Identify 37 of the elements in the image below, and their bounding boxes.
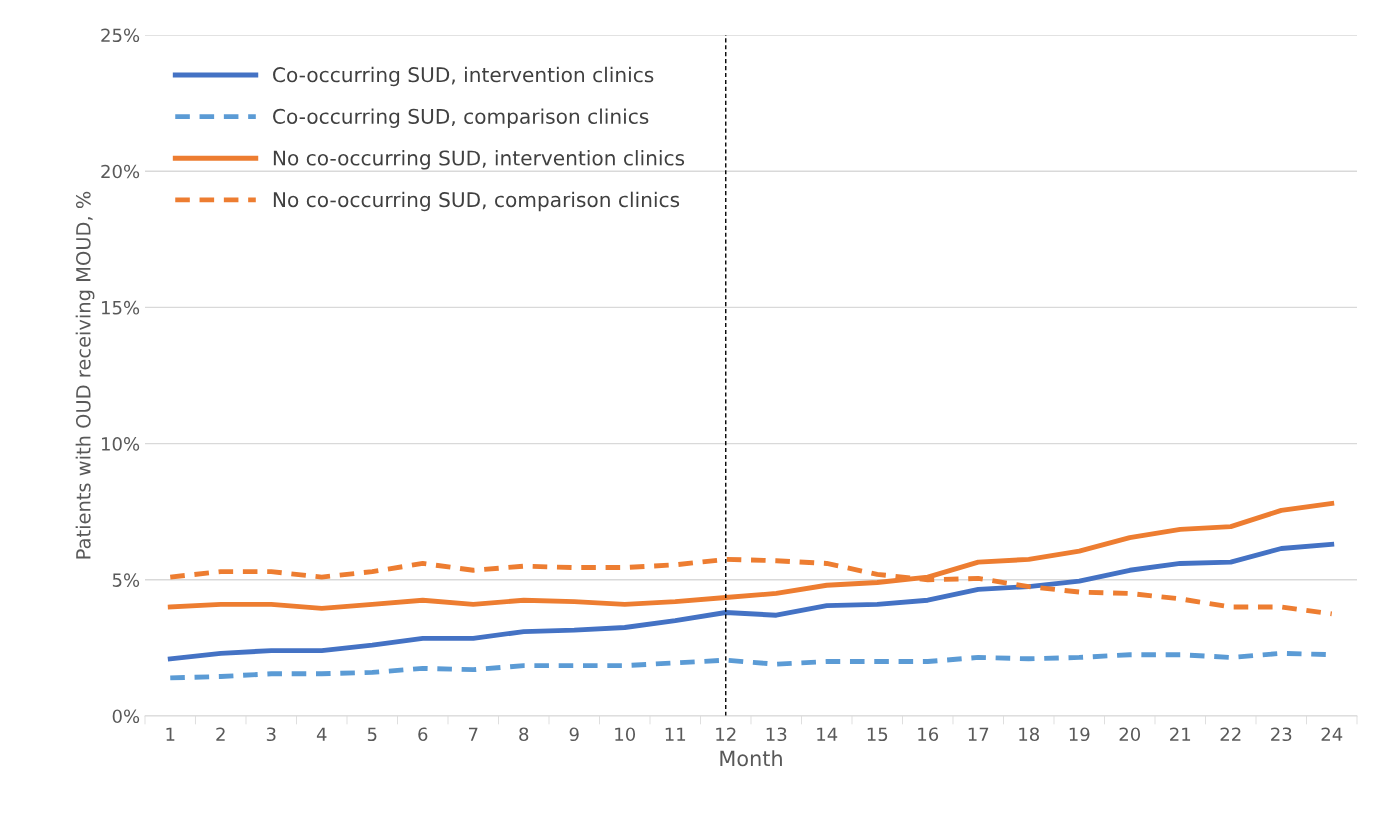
x-tick-label: 18 bbox=[1019, 727, 1039, 742]
x-tick-label: 1 bbox=[166, 727, 175, 741]
y-tick-label: 15% bbox=[101, 300, 140, 315]
y-tick-label: 25% bbox=[101, 28, 140, 43]
x-tick-label: 16 bbox=[918, 727, 939, 742]
x-tick-label: 12 bbox=[716, 727, 736, 741]
x-tick-label: 7 bbox=[468, 727, 478, 741]
x-tick-label: 9 bbox=[569, 727, 579, 742]
y-axis-title: Patients with OUD receiving MOUD, % bbox=[75, 191, 95, 559]
x-tick-label: 10 bbox=[615, 727, 636, 742]
x-tick-label: 13 bbox=[766, 727, 787, 742]
y-tick-label: 10% bbox=[101, 437, 140, 451]
legend-label: Co-occurring SUD, comparison clinics bbox=[273, 108, 649, 128]
x-tick-label: 11 bbox=[665, 727, 686, 741]
x-tick-label: 22 bbox=[1220, 727, 1241, 741]
x-tick-label: 15 bbox=[867, 727, 888, 742]
y-tick-label: 5% bbox=[112, 573, 140, 587]
x-tick-label: 5 bbox=[367, 727, 377, 742]
legend-label: Co-occurring SUD, intervention clinics bbox=[273, 66, 654, 87]
x-tick-label: 21 bbox=[1170, 727, 1191, 741]
x-tick-label: 4 bbox=[316, 727, 327, 741]
y-tick-label: 20% bbox=[101, 164, 140, 179]
x-tick-label: 14 bbox=[817, 727, 838, 741]
legend-label: No co-occurring SUD, intervention clinics bbox=[273, 150, 685, 170]
x-tick-label: 20 bbox=[1119, 727, 1141, 742]
x-tick-label: 19 bbox=[1069, 727, 1090, 742]
x-tick-label: 24 bbox=[1321, 727, 1343, 741]
x-tick-label: 8 bbox=[519, 727, 529, 742]
x-axis-title: Month bbox=[720, 750, 782, 767]
x-tick-label: 6 bbox=[418, 727, 428, 742]
x-tick-label: 23 bbox=[1271, 727, 1292, 742]
line-series bbox=[167, 541, 1335, 662]
x-tick-label: 17 bbox=[968, 727, 989, 741]
y-tick-label: 0% bbox=[112, 709, 140, 724]
legend-label: No co-occurring SUD, comparison clinics bbox=[273, 191, 680, 212]
x-tick-label: 3 bbox=[266, 727, 276, 742]
x-tick-label: 2 bbox=[216, 727, 225, 741]
